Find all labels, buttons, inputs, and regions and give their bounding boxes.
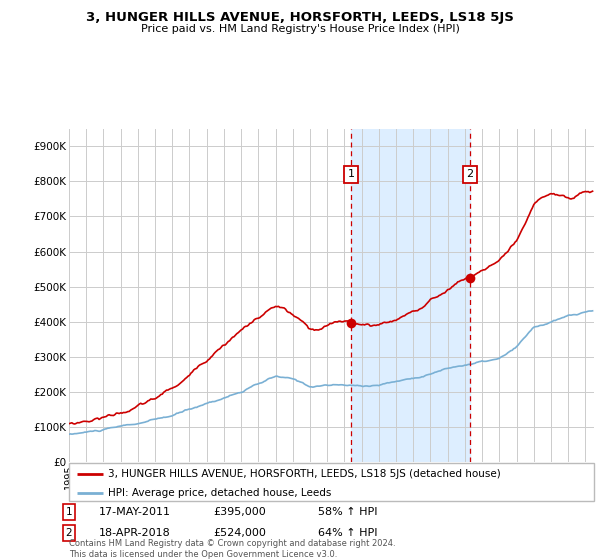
Text: 58% ↑ HPI: 58% ↑ HPI xyxy=(318,507,377,517)
Text: 17-MAY-2011: 17-MAY-2011 xyxy=(99,507,171,517)
Text: 3, HUNGER HILLS AVENUE, HORSFORTH, LEEDS, LS18 5JS: 3, HUNGER HILLS AVENUE, HORSFORTH, LEEDS… xyxy=(86,11,514,24)
Text: £395,000: £395,000 xyxy=(213,507,266,517)
Text: Price paid vs. HM Land Registry's House Price Index (HPI): Price paid vs. HM Land Registry's House … xyxy=(140,24,460,34)
Text: Contains HM Land Registry data © Crown copyright and database right 2024.
This d: Contains HM Land Registry data © Crown c… xyxy=(69,539,395,559)
Text: 1: 1 xyxy=(347,169,355,179)
Text: 64% ↑ HPI: 64% ↑ HPI xyxy=(318,528,377,538)
Text: 1: 1 xyxy=(65,507,73,517)
Text: 18-APR-2018: 18-APR-2018 xyxy=(99,528,171,538)
Text: 2: 2 xyxy=(466,169,473,179)
Text: 3, HUNGER HILLS AVENUE, HORSFORTH, LEEDS, LS18 5JS (detached house): 3, HUNGER HILLS AVENUE, HORSFORTH, LEEDS… xyxy=(109,469,501,479)
Text: 2: 2 xyxy=(65,528,73,538)
Text: £524,000: £524,000 xyxy=(213,528,266,538)
Text: HPI: Average price, detached house, Leeds: HPI: Average price, detached house, Leed… xyxy=(109,488,332,498)
FancyBboxPatch shape xyxy=(69,463,594,501)
Bar xyxy=(351,129,470,462)
